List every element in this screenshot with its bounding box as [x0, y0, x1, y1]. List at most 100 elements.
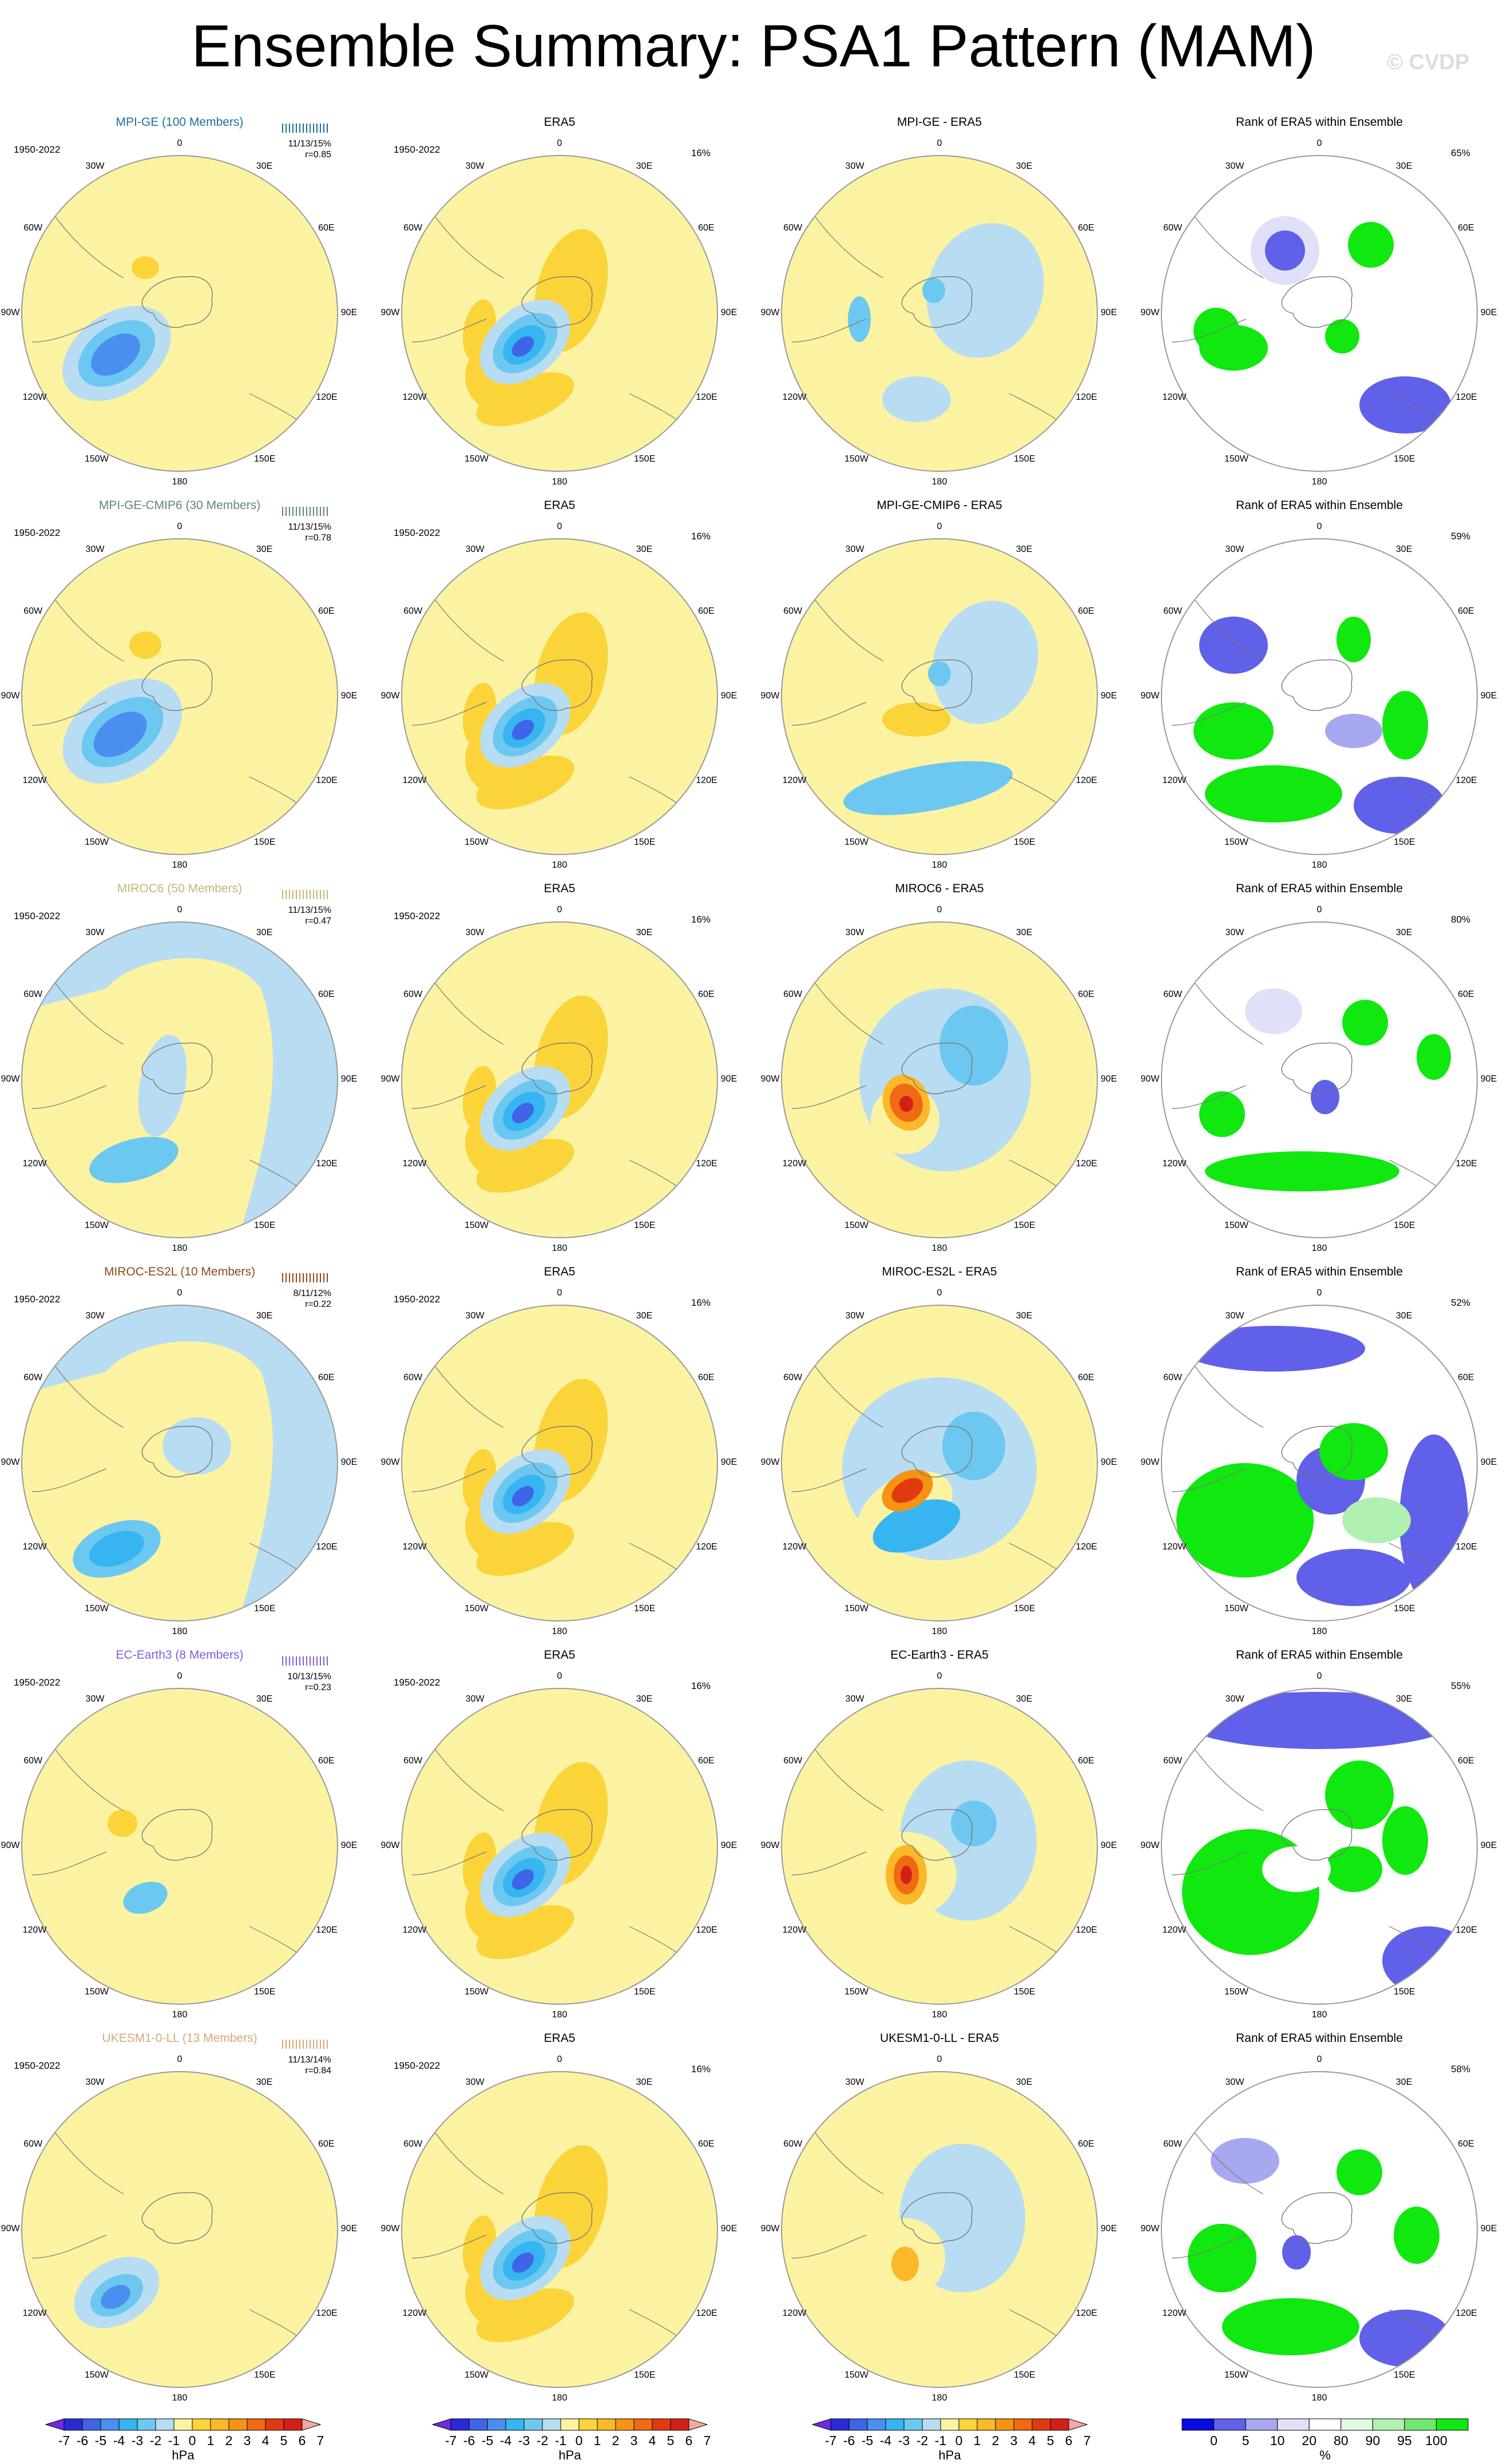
- longitude-label: 120W: [1162, 392, 1187, 402]
- rank-pct: 65%: [1451, 148, 1471, 158]
- longitude-label: 0: [177, 905, 183, 915]
- longitude-label: 150W: [85, 1987, 109, 1997]
- colorbar-tick: -5: [481, 2433, 494, 2448]
- rank-pct: 58%: [1451, 2064, 1471, 2074]
- longitude-label: 30W: [1225, 1310, 1244, 1321]
- longitude-label: 120W: [22, 392, 47, 402]
- longitude-label: 150W: [1224, 454, 1248, 464]
- model-panel: MIROC6 (50 Members) 1950-2022 11/13/15% r=0…: [1, 879, 358, 1256]
- longitude-label: 120E: [696, 1542, 717, 1552]
- longitude-label: 90E: [340, 691, 358, 701]
- longitude-label: 180: [931, 1627, 947, 1636]
- polar-map: 0 30E 60E 90E 120E 150E 180 150W 120W 90W 60W 30W: [1, 1288, 358, 1636]
- stats-pct: 11/13/15%: [288, 905, 331, 915]
- longitude-label: 120E: [316, 1542, 338, 1552]
- longitude-label: 90W: [760, 1841, 780, 1850]
- longitude-label: 90W: [380, 308, 400, 317]
- pattern-correlation: r=0.22: [305, 1299, 331, 1309]
- rank-title: Rank of ERA5 within Ensemble: [1236, 1265, 1403, 1278]
- longitude-label: 0: [557, 905, 562, 915]
- polar-map: 0 30E 60E 90E 120E 150E 180 150W 120W 90W 60W 30W: [381, 2054, 737, 2403]
- pressure-colorbar: -7 -6 -5 -4 -3 -2 -1 0 1 2 3 4 5 6 7 hPa: [404, 2418, 736, 2464]
- period-label: 1950-2022: [394, 911, 441, 921]
- rank-title: Rank of ERA5 within Ensemble: [1236, 882, 1403, 895]
- longitude-label: 90E: [340, 1841, 358, 1850]
- longitude-label: 60W: [1163, 989, 1183, 999]
- longitude-label: 150E: [634, 837, 656, 848]
- longitude-label: 120E: [1076, 776, 1097, 785]
- polar-map: 0 30E 60E 90E 120E 150E 180 150W 120W 90W 60W 30W: [1, 522, 358, 870]
- longitude-label: 150W: [844, 1604, 868, 1614]
- model-title: MIROC6 (50 Members): [117, 882, 243, 895]
- colorbar-tick: 3: [630, 2433, 638, 2448]
- longitude-label: 90W: [1140, 308, 1160, 317]
- longitude-label: 120E: [1076, 1925, 1097, 1935]
- longitude-label: 60E: [318, 1756, 335, 1766]
- longitude-label: 60W: [1163, 1373, 1183, 1382]
- longitude-label: 30E: [1395, 161, 1413, 171]
- longitude-label: 30E: [636, 544, 653, 554]
- longitude-label: 60W: [23, 1756, 43, 1766]
- longitude-label: 90E: [720, 691, 737, 701]
- longitude-label: 0: [937, 522, 942, 531]
- longitude-label: 120W: [782, 1159, 807, 1169]
- polar-map: 0 30E 60E 90E 120E 150E 180 150W 120W 90W 60W 30W: [381, 905, 737, 1253]
- pattern-correlation: r=0.85: [305, 150, 331, 160]
- colorbar-tick: 6: [298, 2433, 306, 2448]
- stats-pct: 11/13/15%: [288, 522, 331, 532]
- longitude-label: 30W: [1225, 544, 1244, 554]
- longitude-label: 150E: [254, 454, 276, 464]
- longitude-label: 90E: [1100, 691, 1117, 701]
- colorbar-tick: 10: [1270, 2433, 1285, 2448]
- era5-variance-pct: 16%: [691, 914, 711, 925]
- longitude-label: 60E: [698, 1373, 715, 1382]
- longitude-label: 30E: [1395, 2077, 1413, 2087]
- longitude-label: 180: [172, 1243, 188, 1253]
- longitude-label: 30E: [1395, 927, 1413, 937]
- colorbar-tick: 1: [207, 2433, 215, 2448]
- period-label: 1950-2022: [14, 1294, 61, 1305]
- pattern-correlation: r=0.78: [305, 533, 331, 543]
- model-title: MIROC-ES2L (10 Members): [104, 1265, 256, 1278]
- difference-title: MIROC6 - ERA5: [895, 882, 984, 895]
- pattern-stats: 11/13/14% r=0.84: [245, 2054, 331, 2076]
- colorbar-tick: 5: [667, 2433, 675, 2448]
- longitude-label: 150E: [634, 1604, 656, 1614]
- longitude-label: 120E: [1076, 1159, 1097, 1169]
- longitude-label: 90W: [760, 2224, 780, 2234]
- model-panel: MPI-GE (100 Members) 1950-2022 11/13/15% r=…: [1, 112, 358, 490]
- difference-title: MPI-GE-CMIP6 - ERA5: [877, 499, 1002, 512]
- longitude-label: 180: [931, 1243, 947, 1253]
- longitude-label: 150W: [85, 1604, 109, 1614]
- longitude-label: 150W: [85, 2370, 109, 2380]
- longitude-label: 150E: [1394, 837, 1415, 848]
- difference-panel: UKESM1-0-LL - ERA5 0 30E 60E 90E 120E 150E 180 1…: [761, 2028, 1117, 2406]
- longitude-label: 0: [1316, 522, 1322, 531]
- longitude-label: 120W: [1162, 776, 1187, 785]
- colorbar-tick: 5: [280, 2433, 288, 2448]
- colorbar-tick: -6: [843, 2433, 855, 2448]
- member-spread-bar: [277, 1654, 334, 1668]
- longitude-label: 150W: [85, 837, 109, 848]
- longitude-label: 60W: [403, 606, 423, 616]
- longitude-label: 180: [931, 2393, 947, 2403]
- period-label: 1950-2022: [394, 527, 441, 538]
- longitude-label: 30W: [845, 161, 864, 171]
- longitude-label: 150E: [1394, 1604, 1415, 1614]
- rank-title: Rank of ERA5 within Ensemble: [1236, 499, 1403, 512]
- longitude-label: 150E: [1394, 454, 1415, 464]
- era5-title: ERA5: [544, 1648, 576, 1662]
- colorbar-tick: 20: [1302, 2433, 1317, 2448]
- longitude-label: 180: [172, 1627, 188, 1636]
- longitude-label: 90W: [1, 308, 20, 317]
- polar-map: 0 30E 60E 90E 120E 150E 180 150W 120W 90W 60W 30W: [1, 2054, 358, 2403]
- model-title: UKESM1-0-LL (13 Members): [102, 2032, 257, 2045]
- period-label: 1950-2022: [14, 144, 61, 155]
- longitude-label: 90E: [1480, 2224, 1497, 2234]
- pattern-correlation: r=0.84: [305, 2066, 331, 2076]
- longitude-label: 30E: [256, 2077, 273, 2087]
- longitude-label: 150W: [844, 1987, 868, 1997]
- longitude-label: 180: [1311, 1243, 1327, 1253]
- longitude-label: 60E: [318, 2139, 335, 2149]
- longitude-label: 90W: [1140, 1457, 1160, 1467]
